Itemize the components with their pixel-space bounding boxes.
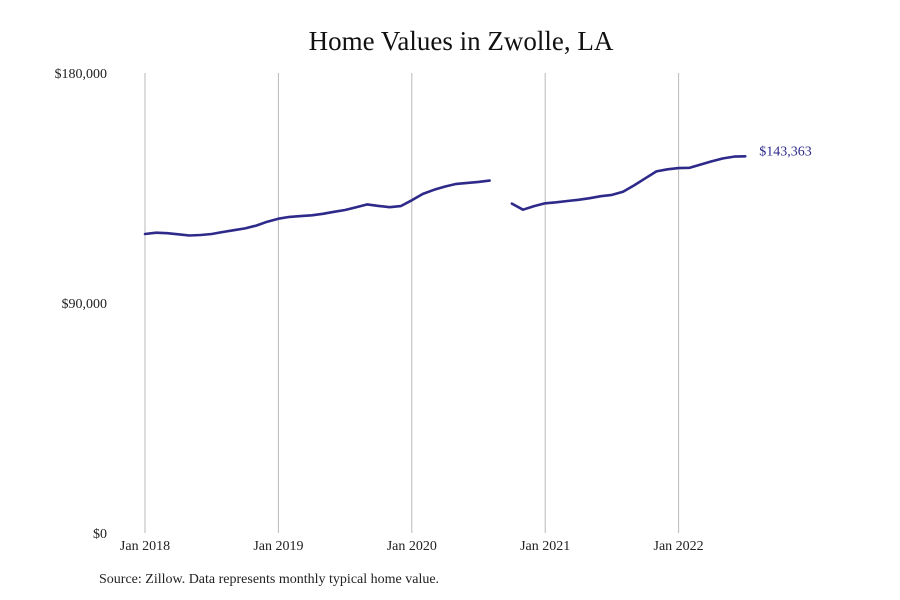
end-value-label: $143,363 bbox=[759, 144, 812, 159]
x-axis-ticks: Jan 2018 Jan 2019 Jan 2020 Jan 2021 Jan 2022 bbox=[120, 539, 704, 554]
x-tick-label: Jan 2019 bbox=[253, 539, 303, 554]
series-line-segment-1 bbox=[510, 155, 747, 211]
x-tick-label: Jan 2018 bbox=[120, 539, 170, 554]
source-note: Source: Zillow. Data represents monthly … bbox=[99, 572, 440, 587]
y-tick-label: $0 bbox=[93, 527, 107, 542]
y-tick-label: $90,000 bbox=[62, 297, 108, 312]
y-axis-ticks: $0 $90,000 $180,000 bbox=[55, 67, 108, 542]
chart-title: Home Values in Zwolle, LA bbox=[308, 26, 614, 56]
y-tick-label: $180,000 bbox=[55, 67, 108, 82]
x-tick-label: Jan 2022 bbox=[654, 539, 704, 554]
x-tick-label: Jan 2020 bbox=[387, 539, 437, 554]
gridlines bbox=[144, 73, 680, 533]
series-lines bbox=[143, 155, 747, 237]
x-tick-label: Jan 2021 bbox=[520, 539, 570, 554]
series-line-segment-0 bbox=[143, 179, 491, 237]
